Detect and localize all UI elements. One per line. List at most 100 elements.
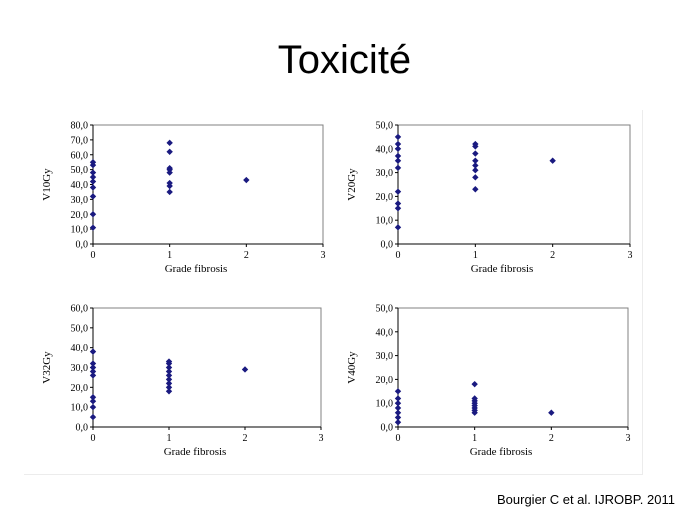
y-tick-label: 60,0 (71, 150, 89, 161)
data-point (241, 366, 249, 373)
y-tick-label: 10,0 (71, 225, 89, 236)
data-point (165, 368, 173, 375)
data-point (394, 395, 402, 402)
data-point (472, 186, 479, 193)
x-tick-label: 0 (91, 250, 96, 261)
y-tick-label: 50,0 (376, 121, 394, 132)
data-point (394, 200, 402, 207)
data-point (549, 157, 556, 164)
data-point (471, 380, 478, 388)
y-tick-label: 20,0 (376, 375, 394, 386)
data-point (89, 178, 97, 185)
y-tick-label: 50,0 (71, 165, 89, 176)
x-tick-label: 0 (91, 433, 96, 444)
y-tick-label: 30,0 (376, 168, 394, 179)
x-tick-label: 1 (167, 250, 172, 261)
y-tick-label: 20,0 (71, 383, 89, 394)
y-tick-label: 30,0 (376, 351, 394, 362)
data-point (89, 413, 97, 421)
data-point (472, 162, 479, 169)
data-point (394, 404, 402, 412)
y-axis-title: V40Gy (346, 351, 358, 384)
y-tick-label: 40,0 (376, 327, 394, 338)
data-point (166, 179, 173, 187)
data-point (89, 169, 97, 176)
data-point (165, 380, 173, 387)
data-point (394, 140, 402, 148)
data-point (89, 403, 97, 411)
data-point (165, 376, 173, 383)
x-axis-title: Grade fibrosis (165, 263, 228, 275)
data-point (89, 224, 97, 231)
y-tick-label: 40,0 (376, 144, 394, 155)
data-point (394, 157, 402, 164)
data-point (165, 384, 173, 391)
x-tick-label: 2 (549, 433, 554, 444)
x-axis-title: Grade fibrosis (470, 446, 533, 458)
data-point (394, 164, 402, 172)
data-point (166, 188, 173, 196)
data-point (394, 224, 402, 231)
x-tick-label: 3 (628, 250, 633, 261)
y-tick-label: 30,0 (71, 195, 89, 206)
figure-panel (24, 110, 643, 475)
data-point (165, 388, 173, 395)
y-tick-label: 50,0 (376, 304, 394, 315)
y-tick-label: 0,0 (76, 423, 89, 434)
y-tick-label: 10,0 (376, 399, 394, 410)
data-point (471, 395, 478, 402)
data-point (472, 174, 479, 181)
data-point (394, 414, 402, 421)
data-point (89, 394, 97, 401)
y-tick-label: 20,0 (376, 192, 394, 203)
slide-title: Toxicité (277, 38, 412, 82)
data-point (89, 368, 97, 375)
y-tick-label: 20,0 (71, 210, 89, 221)
data-point (89, 158, 97, 166)
data-point (394, 419, 402, 426)
x-tick-label: 2 (550, 250, 555, 261)
x-tick-label: 0 (396, 433, 401, 444)
data-point (472, 150, 479, 157)
data-point (89, 173, 97, 181)
data-point (89, 348, 97, 355)
y-tick-label: 50,0 (71, 323, 89, 334)
x-tick-label: 1 (167, 433, 172, 444)
y-tick-label: 0,0 (381, 240, 394, 251)
data-point (89, 184, 97, 191)
x-tick-label: 1 (473, 250, 478, 261)
data-point (89, 211, 97, 218)
data-point (166, 139, 173, 147)
y-tick-label: 70,0 (71, 135, 89, 146)
x-axis-title: Grade fibrosis (164, 446, 227, 458)
y-tick-label: 80,0 (71, 121, 89, 132)
data-point (394, 133, 402, 141)
y-tick-label: 60,0 (71, 304, 89, 315)
data-point (472, 167, 479, 174)
y-tick-label: 0,0 (381, 423, 394, 434)
data-point (165, 364, 173, 371)
x-tick-label: 1 (472, 433, 477, 444)
x-tick-label: 3 (321, 250, 326, 261)
x-tick-label: 2 (244, 250, 249, 261)
x-tick-label: 0 (396, 250, 401, 261)
x-tick-label: 3 (626, 433, 631, 444)
y-axis-title: V10Gy (41, 168, 53, 201)
data-point (394, 409, 402, 416)
data-point (89, 193, 97, 200)
data-point (394, 205, 402, 212)
x-axis-title: Grade fibrosis (471, 263, 534, 275)
data-point (472, 140, 479, 148)
data-point (89, 360, 97, 367)
y-tick-label: 0,0 (76, 240, 89, 251)
data-point (394, 145, 402, 152)
data-point (394, 152, 402, 160)
data-point (394, 400, 402, 407)
x-tick-label: 3 (319, 433, 324, 444)
y-tick-label: 30,0 (71, 363, 89, 374)
data-point (89, 398, 97, 405)
